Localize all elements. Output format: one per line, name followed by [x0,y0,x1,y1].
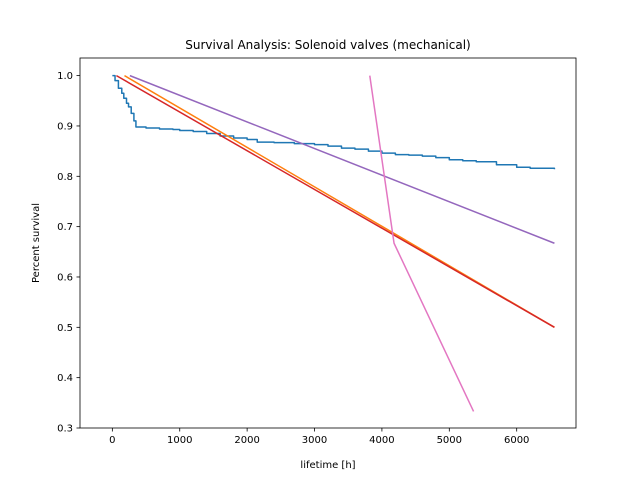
series-layer [112,74,556,412]
chart-title: Survival Analysis: Solenoid valves (mech… [185,38,470,52]
x-axis: 0 1000 2000 3000 4000 5000 6000 [109,428,529,446]
y-tick-label: 0.4 [57,373,73,384]
x-tick-label: 2000 [234,435,259,446]
series-line-4 [129,74,555,244]
series-line-5 [369,75,475,412]
x-axis-label: lifetime [h] [300,460,355,471]
y-tick-label: 1.0 [57,71,73,82]
series-line-1 [112,74,556,170]
x-tick-label: 5000 [437,435,462,446]
series-line-3 [116,74,555,328]
y-tick-label: 0.5 [57,323,73,334]
y-tick-label: 0.7 [57,222,73,233]
y-tick-label: 0.6 [57,272,73,283]
x-tick-label: 4000 [369,435,394,446]
x-tick-label: 3000 [302,435,327,446]
y-axis: 0.3 0.4 0.5 0.6 0.7 0.8 0.9 1.0 [57,71,80,435]
y-tick-label: 0.3 [57,424,73,435]
y-tick-label: 0.9 [57,121,73,132]
y-axis-label: Percent survival [31,203,42,283]
plot-area-frame [79,57,577,429]
y-tick-label: 0.8 [57,172,73,183]
x-tick-label: 1000 [167,435,192,446]
x-tick-label: 6000 [504,435,529,446]
x-tick-label: 0 [109,435,115,446]
